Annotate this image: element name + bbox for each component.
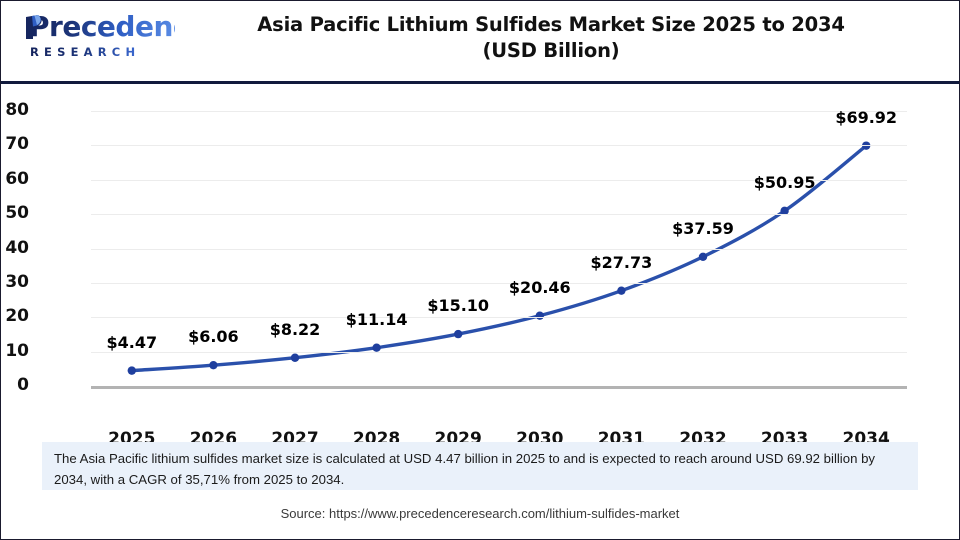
data-point-marker[interactable] xyxy=(535,311,544,320)
data-point-label: $6.06 xyxy=(188,327,239,347)
data-point-marker[interactable] xyxy=(209,360,218,370)
series-path xyxy=(130,143,868,373)
gridline xyxy=(91,111,907,112)
page-title-line-2: (USD Billion) xyxy=(482,39,620,63)
data-point-marker[interactable] xyxy=(780,206,789,216)
logo-subtitle: RESEARCH xyxy=(30,45,175,59)
gridline xyxy=(91,145,907,147)
y-axis-tick-label: 30 xyxy=(5,271,29,292)
data-point-label: $27.73 xyxy=(590,252,653,272)
gridline xyxy=(91,214,907,216)
plot-area: 0 10 20 30 40 50 60 70 80 2025 2026 2027 2028 2029 203… xyxy=(5,100,907,449)
data-point-marker[interactable] xyxy=(127,366,136,375)
gridline xyxy=(91,317,907,319)
gridline xyxy=(91,179,907,181)
source-line: Source: https://www.precedenceresearch.c… xyxy=(280,506,680,521)
y-axis-tick-label: 60 xyxy=(5,168,29,189)
header-divider xyxy=(1,81,959,84)
footnote-text: The Asia Pacific lithium sulfides market… xyxy=(54,451,875,487)
y-axis-tick-label: 50 xyxy=(5,203,29,224)
data-point-marker[interactable] xyxy=(290,353,300,362)
data-point-label: $69.92 xyxy=(835,107,898,127)
page-header: Precedence RESEARCH Asia Pacific Lithium… xyxy=(1,1,959,81)
data-point-label: $50.95 xyxy=(753,172,816,192)
data-point-marker[interactable] xyxy=(372,343,381,352)
data-point-label: $37.59 xyxy=(672,218,734,238)
y-axis-tick-label: 0 xyxy=(17,375,29,395)
gridline xyxy=(91,351,907,353)
x-axis-baseline xyxy=(91,386,907,389)
page-title-line-1: Asia Pacific Lithium Sulfides Market Siz… xyxy=(257,13,845,36)
y-axis-tick-label: 40 xyxy=(5,237,29,258)
precedence-leaf-mark xyxy=(26,15,42,39)
y-axis-tick-label: 20 xyxy=(5,306,29,327)
data-point-marker[interactable] xyxy=(617,286,626,295)
y-axis-tick-label: 70 xyxy=(5,134,29,155)
page-title: Asia Pacific Lithium Sulfides Market Siz… xyxy=(201,12,901,64)
y-axis-tick-label: 10 xyxy=(5,340,29,361)
gridline xyxy=(91,282,907,284)
data-point-label: $15.10 xyxy=(427,296,490,316)
data-point-label: $4.47 xyxy=(106,332,158,352)
line-chart: 0 10 20 30 40 50 60 70 80 2025 2026 2027 2028 2029 203… xyxy=(1,84,959,449)
precedence-research-logo: Precedence RESEARCH xyxy=(15,10,208,69)
data-point-label: $8.22 xyxy=(269,319,321,339)
data-point-label: $11.14 xyxy=(345,309,408,329)
data-point-label: $20.46 xyxy=(508,277,571,297)
gridline xyxy=(91,248,907,250)
logo-wordmark: Precedence xyxy=(29,10,208,43)
footnote-box: The Asia Pacific lithium sulfides market… xyxy=(42,442,918,490)
data-point-marker[interactable] xyxy=(698,252,708,261)
data-point-marker[interactable] xyxy=(454,329,463,339)
y-axis-tick-label: 80 xyxy=(5,100,29,120)
